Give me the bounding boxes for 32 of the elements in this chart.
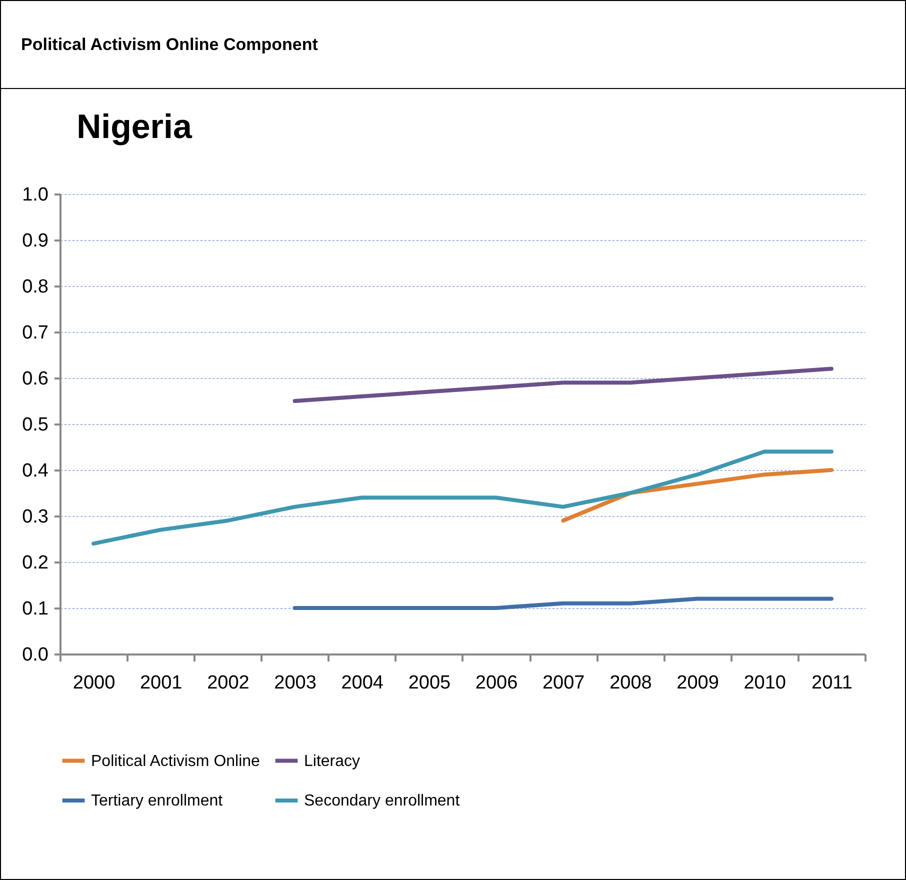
x-tick-label: 2006	[475, 672, 518, 694]
chart-title: Political Activism Online Component	[1, 1, 905, 89]
y-tick-label: 0.4	[22, 460, 49, 482]
y-tick-label: 0.3	[22, 506, 48, 528]
y-tick-label: 1.0	[22, 184, 48, 206]
line-series	[92, 450, 834, 546]
x-tick-label: 2002	[207, 672, 250, 694]
legend-label: Political Activism Online	[91, 752, 260, 770]
x-tick-label: 2008	[610, 672, 652, 694]
x-tick-label: 2000	[72, 672, 116, 694]
y-tick-label: 0.6	[22, 368, 48, 390]
line-series	[292, 366, 834, 403]
y-tick-label: 0.1	[22, 598, 48, 620]
x-tick-label: 2007	[542, 672, 585, 694]
x-tick-label: 2011	[812, 672, 852, 694]
line-series	[561, 468, 834, 523]
legend-label: Literacy	[304, 752, 360, 770]
x-tick-label: 2004	[341, 672, 384, 694]
chart-subtitle: Nigeria	[76, 108, 193, 146]
y-tick-label: 0.7	[22, 322, 48, 344]
x-tick-label: 2005	[408, 672, 451, 694]
y-tick-label: 0.5	[22, 414, 48, 436]
legend-label: Secondary enrollment	[304, 792, 460, 810]
y-tick-label: 0.0	[22, 644, 48, 666]
legend-label: Tertiary enrollment	[91, 792, 224, 810]
y-tick-label: 0.8	[22, 276, 48, 298]
y-tick-label: 0.9	[22, 230, 48, 252]
x-tick-label: 2001	[140, 672, 182, 694]
x-tick-label: 2003	[274, 672, 316, 694]
x-tick-label: 2009	[676, 672, 719, 694]
x-tick-label: 2010	[744, 672, 786, 694]
y-tick-label: 0.2	[22, 552, 48, 574]
